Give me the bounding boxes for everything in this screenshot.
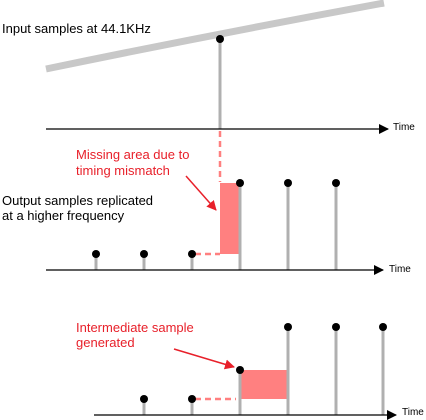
intermediate-output-dot	[188, 395, 196, 403]
output-sample-dot	[236, 179, 244, 187]
missing-area-pointer-arrow	[185, 175, 217, 211]
intermediate-time-axis-label: Time	[402, 407, 424, 418]
intermediate-output-dot	[379, 323, 387, 331]
output-samples-label-line2: at a higher frequency	[2, 208, 125, 223]
output-samples-group	[92, 179, 340, 270]
output-sample-dot	[332, 179, 340, 187]
intermediate-output-dot	[332, 323, 340, 331]
intermediate-sample-label-line2: generated	[76, 335, 135, 350]
output-time-axis-label: Time	[389, 264, 411, 275]
intermediate-output-dot	[284, 323, 292, 331]
intermediate-output-dot	[140, 395, 148, 403]
intermediate-generated-dot	[236, 366, 244, 374]
intermediate-sample-label-line1: Intermediate sample	[76, 320, 194, 335]
input-samples-label: Input samples at 44.1KHz	[2, 21, 151, 36]
output-sample-dot	[92, 250, 100, 258]
output-sample-dot	[140, 250, 148, 258]
missing-area-highlight	[220, 183, 239, 254]
intermediate-area-highlight	[240, 370, 288, 399]
missing-area-label-line1: Missing area due to	[76, 147, 189, 162]
output-sample-dot	[188, 250, 196, 258]
missing-area-label-line2: timing mismatch	[76, 163, 170, 178]
output-samples-label-line1: Output samples replicated	[2, 193, 153, 208]
input-sample-dot	[216, 35, 224, 43]
intermediate-samples-group	[140, 323, 387, 415]
output-sample-dot	[284, 179, 292, 187]
input-signal-curve	[45, 0, 385, 73]
input-time-axis-label: Time	[393, 122, 415, 133]
intermediate-sample-pointer-arrow	[173, 348, 235, 370]
